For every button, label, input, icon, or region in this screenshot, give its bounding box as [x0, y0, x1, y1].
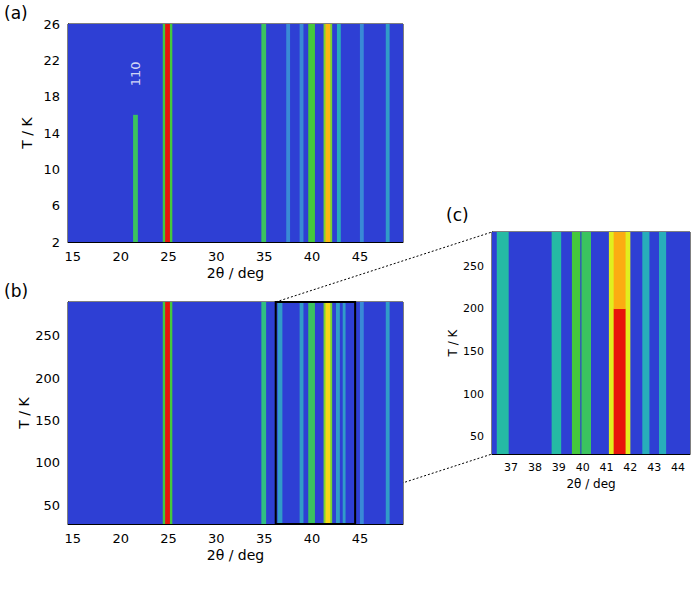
svg-text:40: 40: [304, 249, 321, 264]
svg-text:200: 200: [35, 371, 60, 386]
svg-text:15: 15: [65, 249, 82, 264]
svg-text:110: 110: [128, 62, 143, 87]
svg-text:250: 250: [463, 260, 484, 273]
svg-text:150: 150: [463, 345, 484, 358]
svg-text:T / K: T / K: [446, 328, 460, 357]
svg-text:25: 25: [160, 531, 177, 546]
svg-text:2: 2: [52, 235, 60, 250]
svg-text:40: 40: [304, 531, 321, 546]
svg-text:(a): (a): [4, 3, 28, 23]
svg-text:42: 42: [623, 461, 637, 474]
svg-text:35: 35: [256, 249, 273, 264]
svg-text:41: 41: [600, 461, 614, 474]
svg-text:2θ / deg: 2θ / deg: [566, 477, 615, 491]
svg-text:45: 45: [352, 249, 369, 264]
svg-text:22: 22: [43, 53, 60, 68]
svg-text:20: 20: [112, 249, 129, 264]
svg-text:35: 35: [256, 531, 273, 546]
svg-text:100: 100: [463, 388, 484, 401]
svg-text:10: 10: [43, 162, 60, 177]
svg-text:44: 44: [671, 461, 685, 474]
svg-text:250: 250: [35, 328, 60, 343]
svg-text:15: 15: [65, 531, 82, 546]
svg-text:100: 100: [35, 455, 60, 470]
svg-text:(b): (b): [4, 281, 28, 301]
svg-text:40: 40: [576, 461, 590, 474]
svg-text:37: 37: [504, 461, 518, 474]
svg-text:30: 30: [208, 531, 225, 546]
svg-text:2θ / deg: 2θ / deg: [207, 265, 264, 281]
svg-text:20: 20: [112, 531, 129, 546]
svg-text:38: 38: [528, 461, 542, 474]
svg-text:150: 150: [35, 413, 60, 428]
svg-text:14: 14: [43, 126, 60, 141]
svg-text:6: 6: [52, 198, 60, 213]
svg-text:50: 50: [43, 498, 60, 513]
svg-text:30: 30: [208, 249, 225, 264]
svg-text:50: 50: [470, 430, 484, 443]
svg-text:18: 18: [43, 89, 60, 104]
svg-text:26: 26: [43, 17, 60, 32]
svg-text:43: 43: [647, 461, 661, 474]
svg-text:25: 25: [160, 249, 177, 264]
svg-text:T / K: T / K: [19, 117, 35, 150]
svg-text:2θ / deg: 2θ / deg: [207, 547, 264, 563]
svg-text:T / K: T / K: [16, 397, 32, 430]
svg-text:39: 39: [552, 461, 566, 474]
svg-text:(c): (c): [446, 205, 469, 225]
svg-text:45: 45: [352, 531, 369, 546]
svg-text:200: 200: [463, 302, 484, 315]
